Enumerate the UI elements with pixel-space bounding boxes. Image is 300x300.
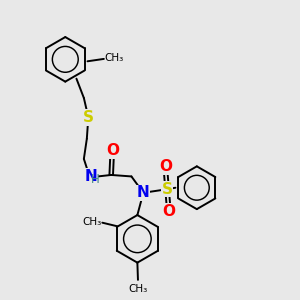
Text: S: S (162, 182, 172, 197)
Text: CH₃: CH₃ (105, 53, 124, 63)
Text: CH₃: CH₃ (128, 284, 148, 294)
Text: O: O (159, 159, 172, 174)
Text: S: S (83, 110, 94, 125)
Text: O: O (106, 143, 119, 158)
Text: O: O (162, 204, 175, 219)
Text: N: N (85, 169, 98, 184)
Text: H: H (91, 173, 100, 186)
Text: CH₃: CH₃ (82, 217, 101, 227)
Text: N: N (137, 185, 150, 200)
